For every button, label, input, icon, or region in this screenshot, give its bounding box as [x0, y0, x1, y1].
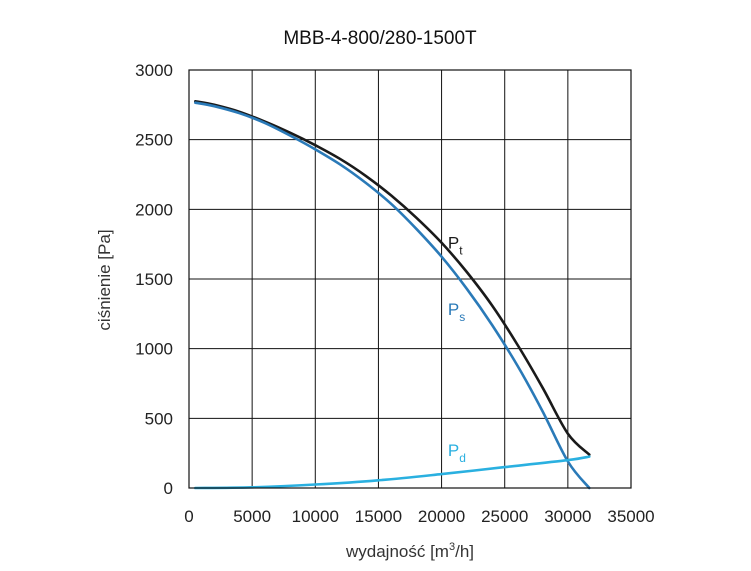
x-tick-label: 10000: [292, 507, 339, 526]
x-axis-label-prefix: wydajność [m: [345, 542, 449, 561]
x-tick-label: 30000: [544, 507, 591, 526]
series-label-main: P: [448, 300, 459, 319]
x-tick-label: 20000: [418, 507, 465, 526]
chart-title: MBB-4-800/280-1500T: [283, 28, 477, 49]
x-tick-label: 5000: [233, 507, 271, 526]
y-tick-label: 2500: [135, 131, 173, 150]
series-label-sub: t: [459, 243, 463, 257]
series-line-pd: [194, 455, 591, 490]
series-label-sub: s: [459, 310, 465, 324]
y-tick-label: 2000: [135, 200, 173, 219]
series-label-sub: d: [459, 451, 466, 465]
series-label-main: P: [448, 441, 459, 460]
x-tick-label: 0: [184, 507, 193, 526]
x-tick-labels: 0 5000 10000 15000 20000 25000 30000 35000: [184, 507, 654, 526]
y-tick-label: 3000: [135, 61, 173, 80]
series-label-pt: Pt: [448, 233, 463, 257]
y-tick-label: 1000: [135, 340, 173, 359]
series-label-main: P: [448, 233, 459, 252]
x-axis-label-suffix: /h]: [455, 542, 474, 561]
series-line-pt: [194, 100, 591, 456]
x-tick-label: 25000: [481, 507, 528, 526]
series-line-ps: [194, 101, 591, 490]
series-label-ps: Ps: [448, 300, 465, 324]
x-tick-label: 35000: [607, 507, 654, 526]
y-tick-label: 500: [145, 409, 173, 428]
y-tick-labels: 0 500 1000 1500 2000 2500 3000: [135, 61, 173, 498]
y-axis-label: ciśnienie [Pa]: [95, 229, 114, 330]
x-axis-label-sup: 3: [449, 541, 455, 553]
y-tick-label: 1500: [135, 270, 173, 289]
plot-frame: [188, 69, 632, 489]
y-tick-label: 0: [164, 479, 173, 498]
series-label-pd: Pd: [448, 441, 466, 465]
series-curves: [194, 100, 591, 490]
grid: [188, 69, 632, 489]
x-axis-label: wydajność [m3/h]: [345, 541, 474, 561]
x-tick-label: 15000: [355, 507, 402, 526]
